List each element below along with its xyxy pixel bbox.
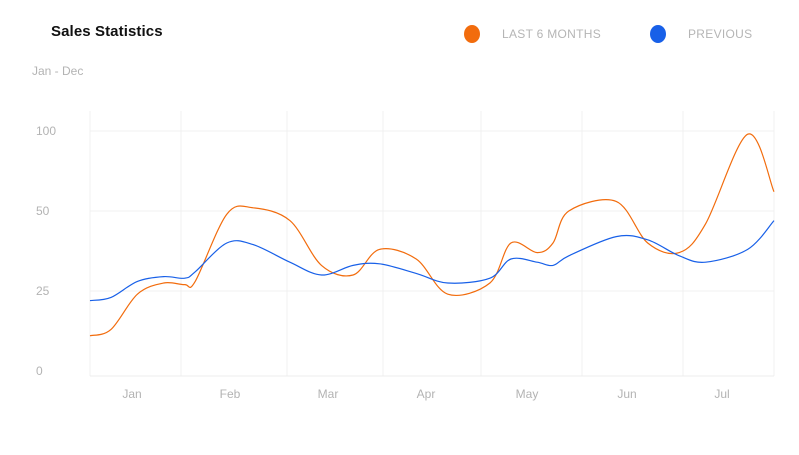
chart-subtitle: Jan - Dec	[32, 64, 84, 78]
x-tick-label: Jul	[714, 387, 729, 401]
legend-item-last-6-months[interactable]: LAST 6 MONTHS	[464, 25, 601, 43]
x-tick-label: Apr	[417, 387, 436, 401]
x-tick-label: Feb	[220, 387, 241, 401]
y-axis: 0 25 50 100	[36, 124, 56, 378]
chart-title: Sales Statistics	[51, 23, 163, 40]
legend-dot-blue-icon	[650, 25, 666, 43]
series-line-previous	[89, 220, 775, 302]
x-axis: Jan Feb Mar Apr May Jun Jul	[122, 387, 729, 401]
x-tick-label: May	[516, 387, 539, 401]
y-tick-label: 100	[36, 124, 56, 138]
legend-item-previous[interactable]: PREVIOUS	[650, 25, 752, 43]
y-tick-label: 0	[36, 364, 43, 378]
legend-dot-orange-icon	[464, 25, 480, 43]
x-tick-label: Mar	[318, 387, 339, 401]
x-tick-label: Jan	[122, 387, 141, 401]
x-tick-label: Jun	[617, 387, 636, 401]
legend-label: PREVIOUS	[688, 27, 753, 41]
y-tick-label: 25	[36, 284, 50, 298]
chart-grid	[89, 111, 775, 377]
y-tick-label: 50	[36, 204, 50, 218]
legend-label: LAST 6 MONTHS	[502, 27, 602, 41]
series-lines	[89, 133, 775, 337]
series-line-last-6-months	[89, 133, 775, 337]
